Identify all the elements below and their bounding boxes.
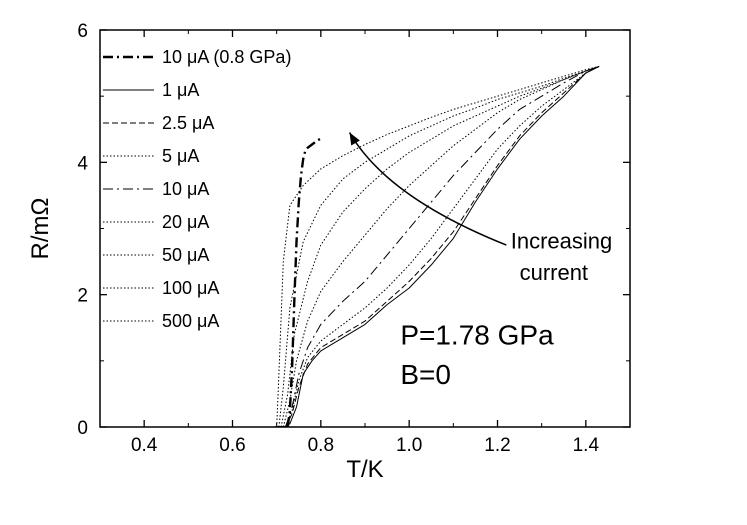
x-tick-label: 1.0 — [396, 435, 422, 456]
series-line-3 — [285, 65, 600, 427]
x-tick-label: 0.4 — [131, 435, 158, 456]
y-tick-label: 4 — [77, 153, 88, 174]
legend-entry: 5 μA — [162, 146, 199, 166]
legend-entry: 10 μA (0.8 GPa) — [162, 47, 291, 67]
series-line-7 — [278, 65, 600, 427]
arrow-head-icon — [349, 132, 360, 146]
series-line-2 — [285, 65, 600, 427]
legend-entry: 50 μA — [162, 245, 209, 265]
legend-entry: 20 μA — [162, 212, 209, 232]
y-tick-label: 6 — [77, 21, 88, 42]
x-axis-label: T/K — [346, 456, 383, 483]
series-line-5 — [282, 65, 600, 427]
legend-entry: 500 μA — [162, 311, 219, 331]
legend-entry: 100 μA — [162, 278, 219, 298]
axis-tick-labels: 0.4 0.6 0.8 1.0 1.2 1.4 0 2 4 6 — [77, 21, 599, 456]
series-line-0 — [286, 137, 322, 427]
legend: 10 μA (0.8 GPa) 1 μA 2.5 μA 5 μA 10 μA 20 μA 5… — [103, 47, 291, 331]
increasing-current-arrow — [348, 132, 507, 246]
x-tick-label: 0.6 — [219, 435, 245, 456]
y-tick-label: 0 — [77, 418, 88, 439]
y-axis-label: R/mΩ — [27, 198, 54, 260]
legend-entry: 1 μA — [162, 80, 199, 100]
x-tick-label: 0.8 — [308, 435, 334, 456]
axis-ticks — [99, 29, 631, 428]
x-tick-label: 1.2 — [484, 435, 510, 456]
annotation-text: Increasing — [511, 228, 613, 253]
annotation-text: current — [520, 260, 588, 285]
y-tick-label: 2 — [77, 286, 88, 307]
annotations: Increasing current P=1.78 GPa B=0 — [348, 132, 613, 390]
annotation-text: P=1.78 GPa — [400, 319, 554, 350]
legend-entry: 2.5 μA — [162, 113, 214, 133]
series-line-8 — [276, 65, 600, 427]
series-line-1 — [100, 65, 600, 427]
series-layer — [100, 65, 600, 427]
annotation-text: B=0 — [400, 359, 451, 390]
x-tick-label: 1.4 — [573, 435, 600, 456]
legend-entry: 10 μA — [162, 179, 209, 199]
